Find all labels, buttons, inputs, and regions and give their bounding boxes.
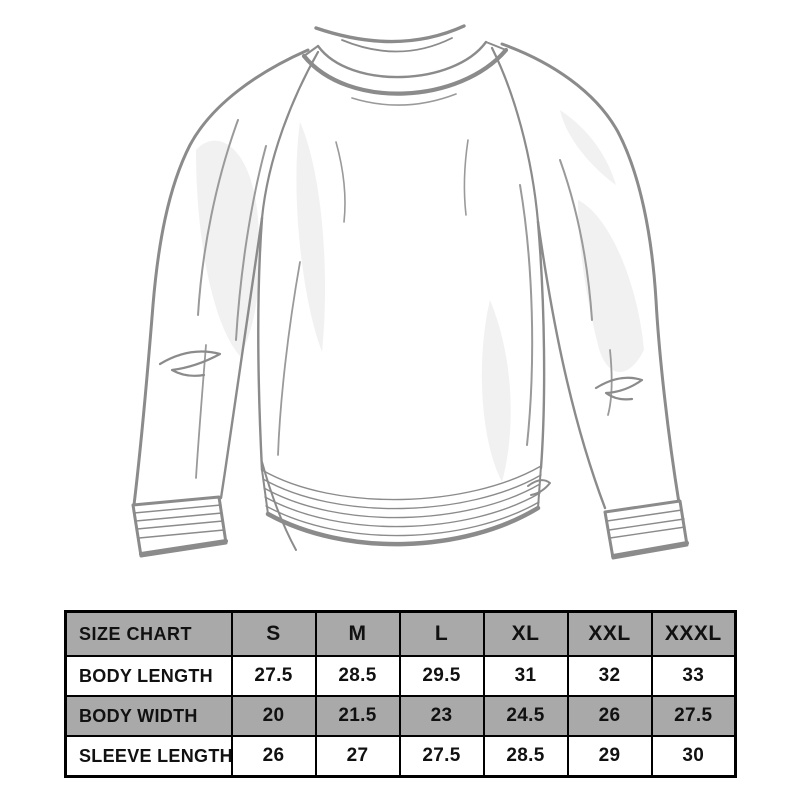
table-row-body-length: BODY LENGTH 27.5 28.5 29.5 31 32 33 (64, 655, 737, 697)
right-cuff (603, 499, 689, 560)
table-cell: 24.5 (482, 695, 569, 737)
column-header-xl: XL (482, 610, 569, 657)
right-sleeve-inner (536, 220, 607, 510)
table-row-sleeve-length: SLEEVE LENGTH 26 27 27.5 28.5 29 30 (64, 735, 737, 778)
right-cuff-bottom (611, 541, 689, 558)
table-cell: 29 (566, 735, 653, 778)
table-cell: 29.5 (398, 655, 485, 697)
table-cell: 27.5 (398, 735, 485, 778)
column-header-xxl: XXL (566, 610, 653, 657)
shirt-body (257, 139, 551, 551)
left-cuff-bottom (139, 539, 228, 556)
table-cell: 21.5 (314, 695, 401, 737)
shirt-shading (196, 110, 644, 482)
left-elbow-fold (158, 350, 222, 377)
right-elbow-fold (594, 376, 644, 401)
left-sleeve (132, 48, 320, 507)
row-label: BODY LENGTH (64, 655, 233, 697)
left-sleeve-outer (132, 48, 310, 507)
table-cell: 28.5 (482, 735, 569, 778)
collar-band-bottom (301, 47, 509, 96)
body-left-edge (257, 216, 264, 472)
left-armhole-seam (260, 50, 320, 220)
row-label: BODY WIDTH (64, 695, 233, 737)
column-header-m: M (314, 610, 401, 657)
table-cell: 30 (650, 735, 737, 778)
table-cell: 31 (482, 655, 569, 697)
collar-rim (316, 40, 488, 79)
table-cell: 32 (566, 655, 653, 697)
column-header-xxxl: XXXL (650, 610, 737, 657)
collar-back-inner (341, 37, 453, 53)
left-cuff (131, 495, 228, 558)
collar-chest-fold (351, 93, 457, 106)
collar-back-top (314, 24, 466, 44)
right-sleeve (490, 42, 681, 510)
table-cell: 26 (230, 735, 317, 778)
column-header-l: L (398, 610, 485, 657)
table-cell: 28.5 (314, 655, 401, 697)
right-sleeve-outer (500, 42, 681, 505)
hem-right-fold (527, 479, 551, 496)
table-cell: 26 (566, 695, 653, 737)
size-chart-title: SIZE CHART (64, 610, 233, 657)
table-cell: 33 (650, 655, 737, 697)
body-right-edge (536, 220, 546, 470)
table-cell: 27.5 (230, 655, 317, 697)
table-cell: 20 (230, 695, 317, 737)
column-header-s: S (230, 610, 317, 657)
hem-bottom-edge (265, 505, 541, 547)
left-sleeve-inner (219, 216, 264, 500)
table-row-body-width: BODY WIDTH 20 21.5 23 24.5 26 27.5 (64, 695, 737, 737)
table-cell: 27 (314, 735, 401, 778)
collar (301, 24, 509, 106)
hem-ribbing (261, 465, 542, 547)
size-chart-table: SIZE CHART S M L XL XXL XXXL BODY LENGTH… (64, 610, 737, 778)
right-armhole-seam (490, 46, 540, 224)
shirt-illustration (131, 24, 689, 560)
header-row: SIZE CHART S M L XL XXL XXXL (64, 610, 737, 657)
table-cell: 23 (398, 695, 485, 737)
row-label: SLEEVE LENGTH (64, 735, 233, 778)
table-cell: 27.5 (650, 695, 737, 737)
hem-left-fold (261, 461, 297, 551)
